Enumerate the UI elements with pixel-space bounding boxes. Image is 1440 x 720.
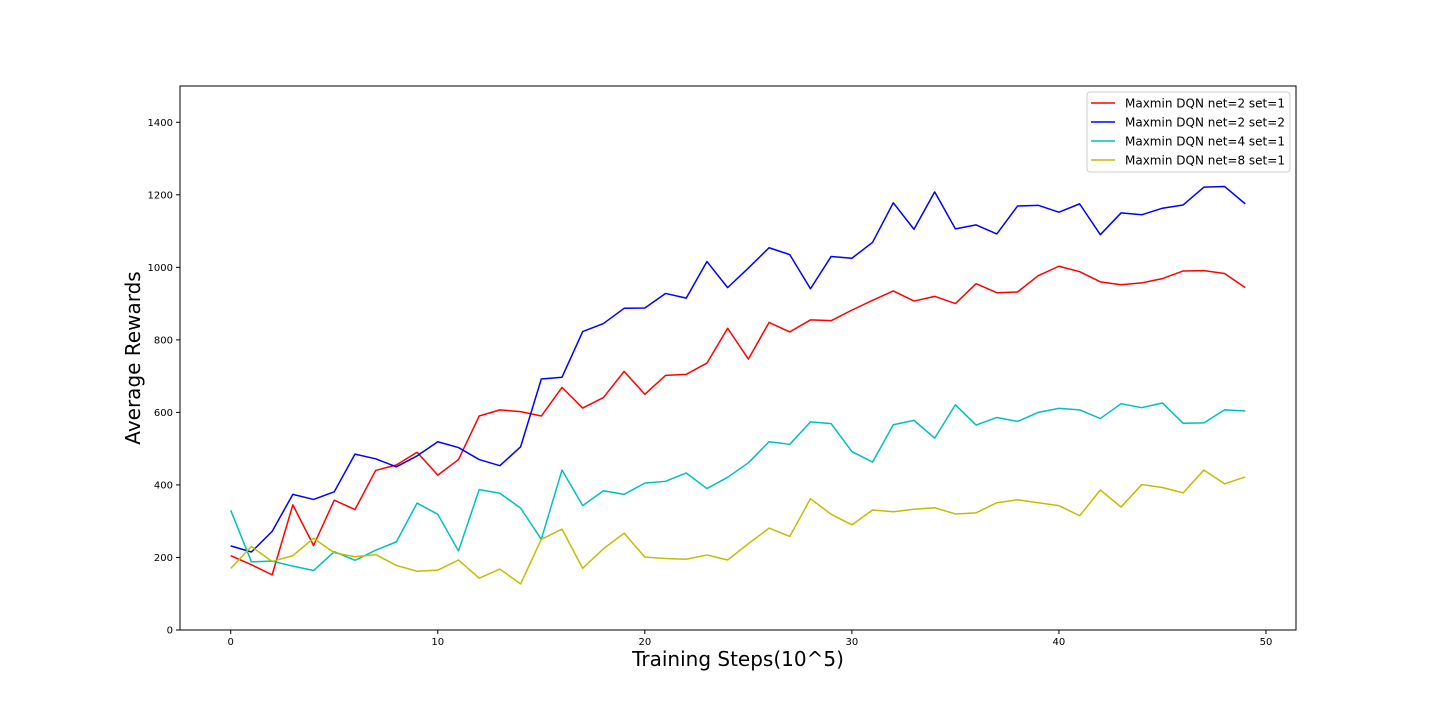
y-tick-label: 800	[154, 335, 173, 346]
y-tick-label: 1200	[148, 190, 173, 201]
legend-label-2: Maxmin DQN net=2 set=2	[1125, 116, 1285, 130]
y-tick-label: 0	[167, 626, 173, 637]
legend-label-4: Maxmin DQN net=8 set=1	[1125, 154, 1285, 168]
x-axis: 0 10 20 30 40 50	[228, 630, 1273, 648]
series-line-1	[230, 265, 1246, 576]
y-tick-label: 1000	[148, 263, 173, 274]
y-axis-title: Average Rewards	[121, 271, 145, 444]
legend: Maxmin DQN net=2 set=1 Maxmin DQN net=2 s…	[1086, 91, 1291, 173]
x-tick-label: 50	[1260, 637, 1273, 648]
y-tick-label: 200	[154, 553, 173, 564]
series-line-4	[230, 469, 1246, 585]
plot-area	[179, 85, 1297, 631]
x-tick-label: 0	[228, 637, 234, 648]
series-line-3	[230, 402, 1246, 572]
series-layer	[230, 185, 1246, 585]
y-axis: 0 200 400 600 800 1000 1200 1400	[148, 118, 180, 637]
y-tick-label: 400	[154, 480, 173, 491]
x-tick-label: 20	[638, 637, 651, 648]
legend-label-3: Maxmin DQN net=4 set=1	[1125, 135, 1285, 149]
x-tick-label: 40	[1053, 637, 1066, 648]
legend-box	[1086, 91, 1291, 173]
x-tick-label: 10	[431, 637, 444, 648]
x-tick-label: 30	[846, 637, 859, 648]
series-line-2	[230, 185, 1246, 553]
y-tick-label: 1400	[148, 118, 173, 129]
x-axis-title: Training Steps(10^5)	[631, 647, 844, 671]
legend-label-1: Maxmin DQN net=2 set=1	[1125, 97, 1285, 111]
y-tick-label: 600	[154, 408, 173, 419]
